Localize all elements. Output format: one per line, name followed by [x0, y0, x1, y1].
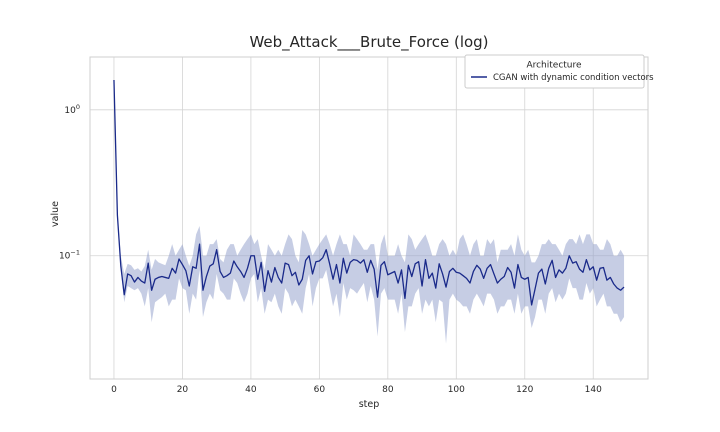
y-axis-label: value	[50, 201, 61, 227]
x-axis-ticks: 0 20 40 60 80 100 120 140	[111, 385, 602, 395]
series-line	[113, 79, 625, 306]
x-axis-label: step	[359, 399, 380, 410]
x-tick-label: 40	[245, 385, 257, 395]
x-tick-label: 20	[177, 385, 189, 395]
legend-entry-label: CGAN with dynamic condition vectors	[493, 73, 654, 83]
y-tick-label: 100	[64, 103, 80, 116]
chart-title: Web_Attack___Brute_Force (log)	[249, 33, 488, 52]
confidence-band	[113, 80, 625, 344]
legend: Architecture CGAN with dynamic condition…	[464, 54, 654, 89]
x-tick-label: 0	[111, 385, 117, 395]
legend-title: Architecture	[526, 61, 582, 71]
x-tick-label: 80	[382, 385, 394, 395]
y-tick-label: 10−1	[59, 249, 80, 262]
x-tick-label: 60	[314, 385, 326, 395]
grid-layer	[90, 57, 648, 379]
legend-box	[464, 54, 645, 89]
x-tick-label: 100	[448, 385, 465, 395]
x-tick-label: 140	[585, 385, 602, 395]
plot-frame	[89, 56, 649, 380]
x-tick-label: 120	[516, 385, 533, 395]
y-axis-ticks: 100 10−1	[59, 103, 80, 262]
